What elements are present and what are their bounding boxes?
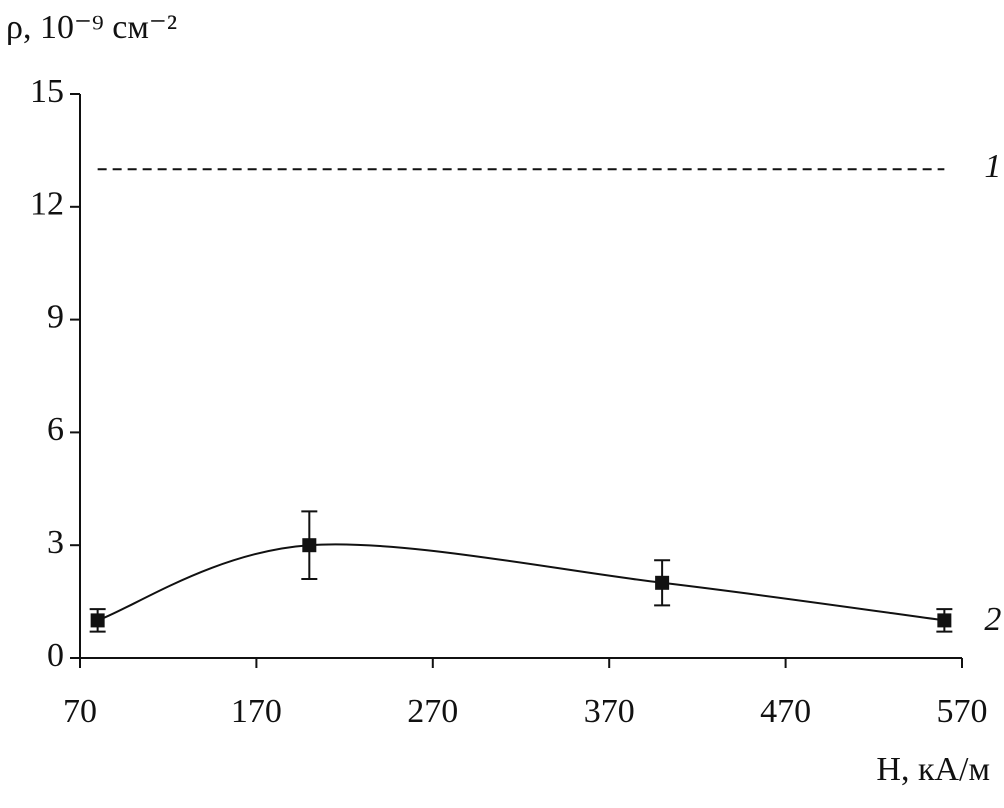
series-label: 2 [984, 601, 1001, 638]
y-tick-label: 6 [47, 411, 64, 448]
series-line [97, 543, 945, 622]
x-tick-label: 270 [407, 693, 458, 730]
marker [302, 538, 317, 553]
marker [937, 613, 952, 628]
y-tick-label: 3 [47, 524, 64, 561]
x-tick-label: 470 [760, 693, 811, 730]
y-axis-label: ρ, 10⁻⁹ см⁻² [6, 9, 177, 46]
marker [90, 613, 105, 628]
x-axis-label: H, кА/м [876, 751, 990, 788]
x-tick-label: 370 [584, 693, 635, 730]
x-tick-label: 570 [937, 693, 988, 730]
series-label: 1 [984, 148, 1001, 185]
x-tick-label: 170 [231, 693, 282, 730]
y-tick-label: 12 [30, 186, 64, 223]
marker [655, 575, 670, 590]
y-tick-label: 0 [47, 637, 64, 674]
y-tick-label: 15 [30, 73, 64, 110]
x-tick-label: 70 [63, 693, 97, 730]
y-tick-label: 9 [47, 298, 64, 335]
